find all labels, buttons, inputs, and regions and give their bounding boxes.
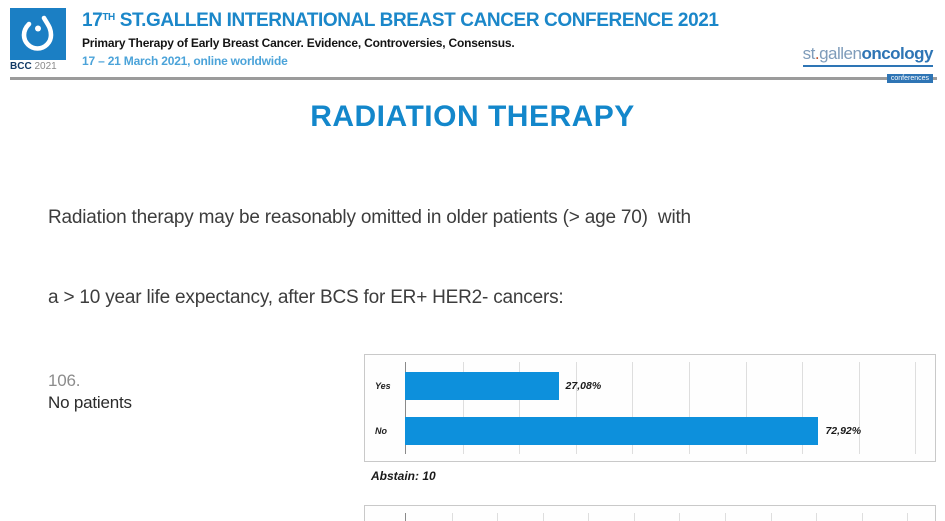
value-label: 27,08%: [565, 379, 602, 392]
chart-gridlines: [405, 362, 921, 455]
gridline: [858, 362, 860, 455]
gridline: [575, 362, 577, 455]
bcc-logo-icon: [10, 8, 66, 60]
gridline: [542, 513, 544, 521]
bcc-year: 2021: [34, 61, 57, 72]
bar-track: 72,92%: [405, 416, 921, 445]
poll-106-text-line-1: No patients: [48, 393, 132, 413]
gridline: [725, 513, 727, 521]
logo-conferences-badge: conferences: [886, 74, 933, 83]
category-label: Yes: [375, 380, 391, 391]
gridline: [679, 513, 681, 521]
logo-gallen: gallen: [819, 44, 862, 63]
bar: [405, 371, 559, 400]
gridline: [907, 513, 909, 521]
conference-dates: 17 – 21 March 2021, online worldwide: [82, 54, 288, 68]
bar-row: No 72,92%: [371, 409, 921, 453]
header-divider: [10, 77, 937, 80]
bcc-logo-caption: BCC 2021: [10, 61, 68, 72]
logo-dot: .: [814, 44, 820, 63]
conference-header: BCC 2021 17TH ST.GALLEN INTERNATIONAL BR…: [0, 0, 945, 86]
gridline: [632, 362, 634, 455]
question-line-1: Radiation therapy may be reasonably omit…: [48, 207, 691, 229]
poll-106-label: 106. No patients: [48, 354, 364, 483]
gridline: [497, 513, 499, 521]
gridline: [915, 362, 917, 455]
poll-106-row: 106. No patients Yes 27,08% No 72,92% Absta…: [48, 354, 945, 483]
breast-drop-icon: [21, 15, 54, 51]
conference-title-rest: ST.GALLEN INTERNATIONAL BREAST CANCER CO…: [114, 10, 719, 31]
bar: [405, 416, 819, 445]
bar-track: 27,08%: [405, 371, 921, 400]
chart-gridlines: [405, 513, 921, 521]
chart-bars: Yes88,46%No11,54%: [371, 514, 921, 521]
poll-106-chart: Yes 27,08% No 72,92%: [364, 354, 936, 463]
gridline: [861, 513, 863, 521]
poll-107-label: 107. Patients with tumors < 2.5 cm and l…: [48, 505, 364, 521]
logo-oncology: oncology: [861, 44, 933, 63]
gridline: [462, 362, 464, 455]
value-label: 72,92%: [825, 424, 862, 437]
chart-bars: Yes 27,08% No 72,92%: [371, 363, 921, 453]
stgallen-oncology-logo: st.gallenoncology conferences: [802, 44, 933, 85]
category-label: No: [375, 425, 387, 436]
gridline: [745, 362, 747, 455]
gridline: [816, 513, 818, 521]
poll-107-row: 107. Patients with tumors < 2.5 cm and l…: [48, 505, 945, 521]
conference-title-number: 17: [82, 10, 103, 31]
poll-106-number: 106.: [48, 371, 81, 391]
gridline: [519, 362, 521, 455]
gridline: [633, 513, 635, 521]
gridline: [451, 513, 453, 521]
bcc-text: BCC: [10, 61, 32, 72]
gridline: [688, 362, 690, 455]
bar-row: Yes 27,08%: [371, 364, 921, 408]
question-text: Radiation therapy may be reasonably omit…: [48, 152, 945, 338]
bcc-logo: BCC 2021: [10, 8, 68, 72]
logo-st: st: [802, 44, 816, 63]
gridline: [770, 513, 772, 521]
conference-subtitle: Primary Therapy of Early Breast Cancer. …: [82, 36, 515, 50]
poll-106-abstain: Abstain: 10: [371, 469, 436, 484]
gridline: [802, 362, 804, 455]
bar-row: Yes88,46%: [371, 515, 921, 521]
conference-title-ordinal: TH: [102, 12, 115, 23]
poll-107-chart: Yes88,46%No11,54%: [364, 505, 936, 521]
slide-title: RADIATION THERAPY: [310, 100, 635, 133]
gridline: [588, 513, 590, 521]
conference-title: 17TH ST.GALLEN INTERNATIONAL BREAST CANC…: [82, 10, 719, 32]
question-line-2: a > 10 year life expectancy, after BCS f…: [48, 286, 564, 308]
